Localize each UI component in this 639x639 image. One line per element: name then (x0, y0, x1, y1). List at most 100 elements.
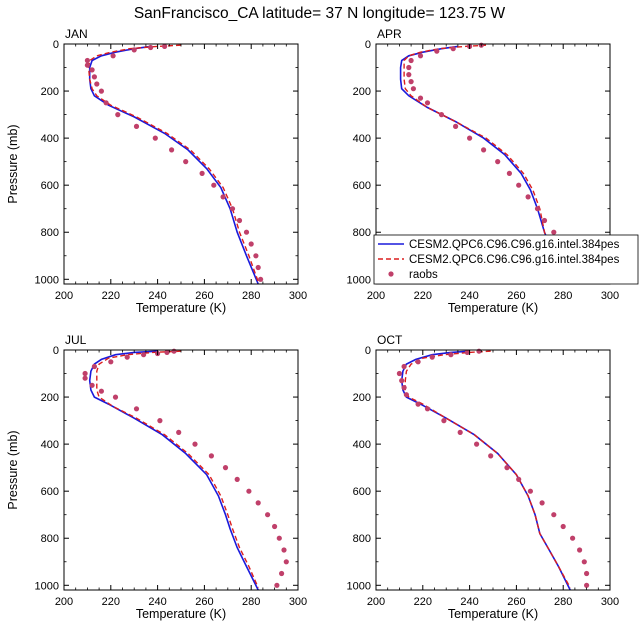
y-tick-label: 0 (53, 39, 59, 51)
raobs-point (133, 123, 140, 129)
raobs-point (89, 67, 95, 73)
legend-entry-label: CESM2.QPC6.C96.C96.g16.intel.384pes (409, 254, 620, 266)
raobs-point (91, 363, 97, 370)
raobs-point (539, 500, 545, 506)
x-tick-label: 280 (242, 596, 260, 608)
raobs-point (133, 406, 140, 412)
raobs-point (110, 53, 116, 59)
x-tick-label: 300 (289, 290, 307, 302)
y-tick-label: 1000 (35, 274, 59, 286)
raobs-point (243, 229, 250, 235)
raobs-point (399, 378, 405, 384)
raobs-point (222, 465, 229, 471)
series-line-solid (88, 45, 259, 285)
raobs-point (577, 547, 583, 553)
raobs-point (192, 441, 198, 447)
raobs-point (406, 64, 412, 71)
raobs-point (467, 135, 473, 141)
raobs-point (410, 86, 416, 92)
raobs-point (415, 401, 421, 407)
raobs-point (208, 453, 214, 459)
raobs-point (234, 476, 240, 482)
series-line-solid (400, 350, 571, 591)
raobs-point (584, 570, 590, 577)
raobs-point (82, 370, 88, 377)
raobs-point (131, 47, 137, 53)
raobs-point (183, 159, 189, 165)
raobs-point (272, 523, 278, 530)
raobs-point (570, 535, 576, 541)
raobs-point (495, 159, 501, 165)
raobs-point (115, 112, 121, 118)
raobs-point (551, 512, 557, 518)
legend-marker-raobs (388, 271, 394, 277)
series-line-dashed (87, 44, 259, 282)
raobs-point (265, 512, 271, 518)
x-tick-label: 240 (460, 596, 478, 608)
y-tick-label: 400 (41, 439, 59, 451)
raobs-point (453, 123, 459, 129)
raobs-point (417, 53, 424, 59)
raobs-point (152, 135, 158, 141)
x-axis-title-apr: Temperature (K) (448, 301, 538, 315)
panel-title-apr: APR (377, 27, 402, 41)
x-tick-label: 200 (55, 290, 73, 302)
raobs-point (82, 375, 88, 381)
y-tick-label: 400 (41, 133, 59, 145)
y-tick-label: 600 (353, 180, 371, 192)
raobs-point (199, 170, 205, 176)
x-tick-label: 220 (102, 596, 120, 608)
y-tick-label: 0 (365, 39, 371, 51)
x-axis-title-jan: Temperature (K) (136, 301, 226, 315)
raobs-point (448, 352, 454, 358)
raobs-point (98, 88, 104, 94)
raobs-point (396, 370, 402, 377)
panel-title-jul: JUL (65, 333, 87, 347)
panel-oct: OCT Temperature (K) 200 220 240 260 280 300 0 2… (347, 333, 620, 621)
raobs-point (429, 354, 435, 360)
x-tick-label: 220 (414, 290, 432, 302)
raobs-point (406, 72, 412, 78)
x-tick-label: 280 (242, 290, 260, 302)
panel-apr: APR Temperature (K) 200 220 240 260 280 300 0 2… (347, 27, 639, 315)
raobs-point (474, 441, 480, 447)
legend-box (373, 234, 639, 285)
y-tick-label: 800 (353, 227, 371, 239)
x-tick-label: 200 (55, 596, 73, 608)
raobs-point (281, 547, 287, 553)
raobs-point (176, 429, 182, 435)
raobs-point (560, 523, 566, 530)
y-tick-label: 0 (53, 345, 59, 357)
raobs-point (229, 206, 236, 212)
raobs-point (441, 418, 447, 424)
raobs-point (434, 48, 440, 54)
x-tick-label: 300 (601, 290, 619, 302)
series-line-dashed (403, 44, 571, 282)
raobs-point (89, 382, 95, 388)
raobs-point (171, 348, 177, 354)
raobs-point (457, 429, 463, 435)
y-tick-label: 400 (353, 133, 371, 145)
x-tick-label: 200 (367, 596, 385, 608)
plot-frame (63, 43, 299, 285)
raobs-point (408, 57, 414, 64)
y-tick-label: 0 (365, 345, 371, 357)
raobs-point (84, 62, 90, 68)
raobs-point (527, 488, 534, 494)
raobs-point (424, 100, 431, 106)
panel-jul: JUL Pressure (mb) Temperature (K) 200 220… (6, 333, 307, 621)
x-tick-label: 260 (195, 290, 213, 302)
plot-frame (375, 349, 611, 591)
raobs-point (408, 79, 414, 85)
y-tick-label: 800 (353, 533, 371, 545)
y-tick-label: 400 (353, 439, 371, 451)
x-tick-label: 280 (554, 290, 572, 302)
raobs-point (401, 363, 407, 370)
x-tick-label: 260 (507, 596, 525, 608)
x-tick-label: 220 (102, 290, 120, 302)
raobs-point (541, 217, 548, 224)
series-line-dashed (96, 350, 259, 588)
raobs-point (476, 348, 482, 354)
raobs-point (438, 112, 445, 118)
